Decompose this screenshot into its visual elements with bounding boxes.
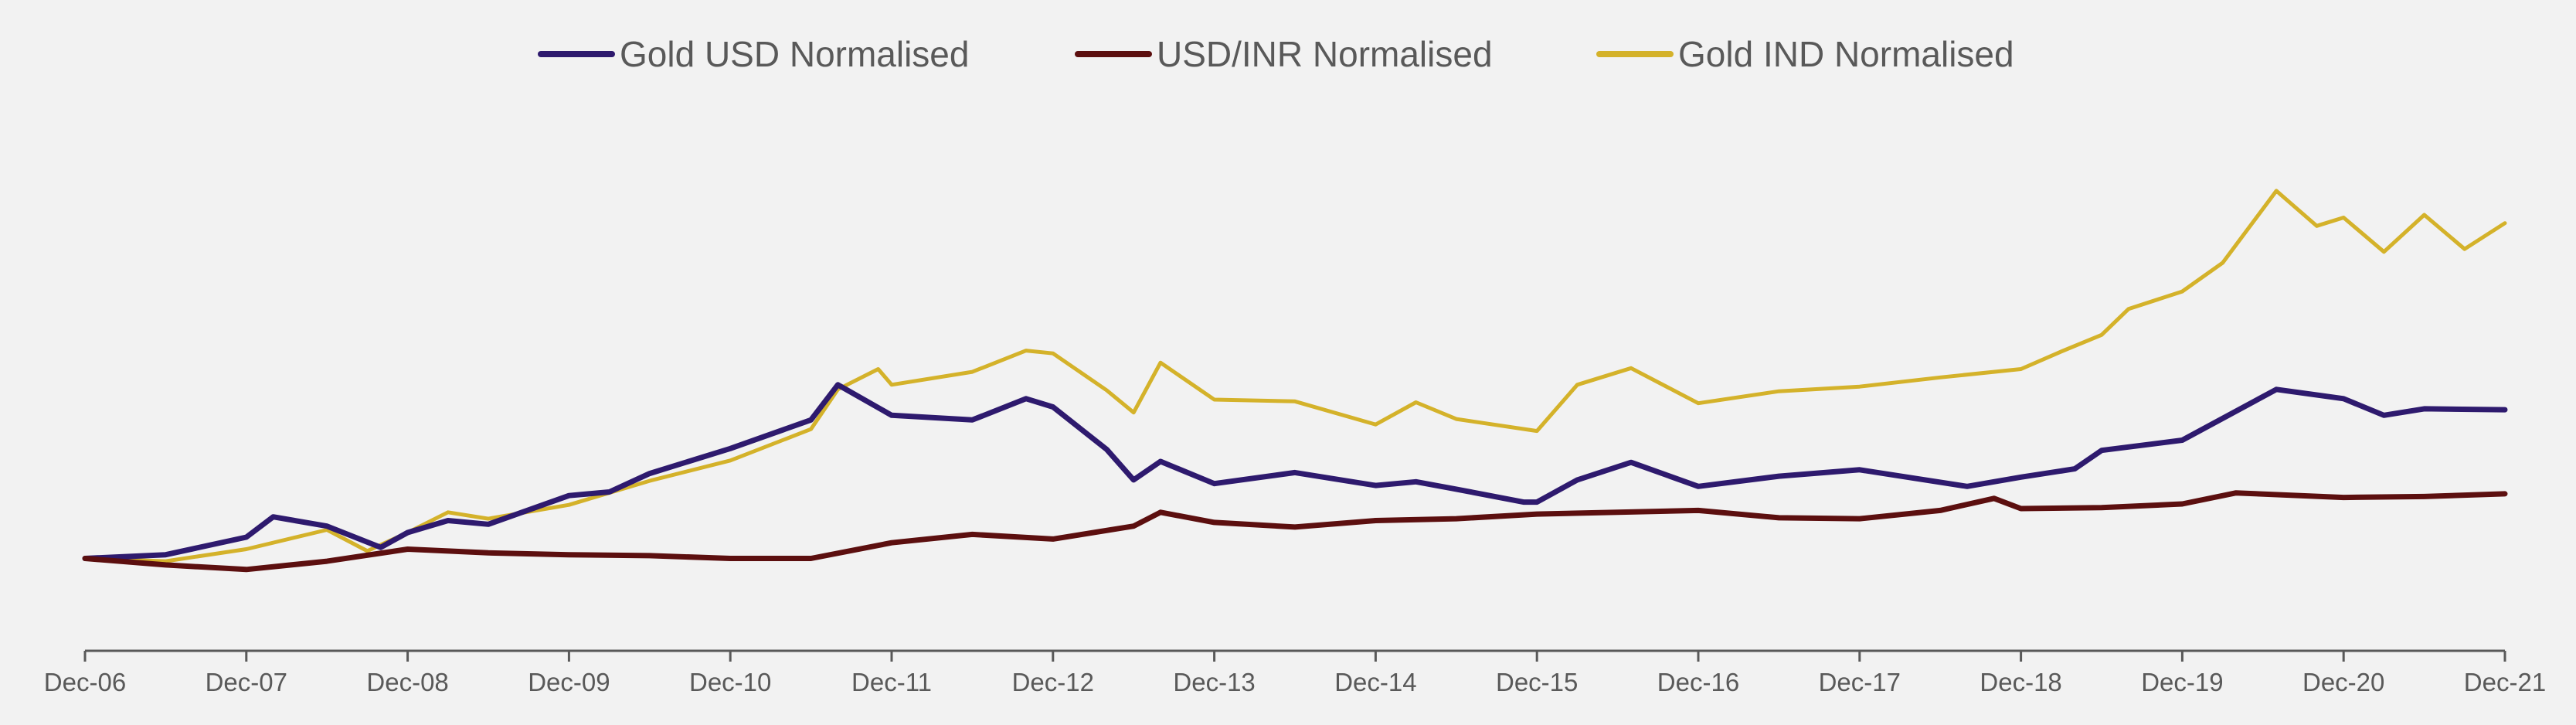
x-tick-label-dec-15: Dec-15 (1496, 668, 1578, 696)
x-axis-ticks (83, 651, 2506, 662)
x-tick-label-dec-21: Dec-21 (2464, 668, 2546, 696)
x-tick-label-dec-13: Dec-13 (1173, 668, 1255, 696)
legend-label-1: Gold USD Normalised (620, 34, 969, 74)
x-tick-label-dec-06: Dec-06 (44, 668, 126, 696)
x-tick-label-dec-14: Dec-14 (1334, 668, 1416, 696)
x-tick-label-dec-18: Dec-18 (1980, 668, 2061, 696)
x-tick-label-dec-07: Dec-07 (206, 668, 287, 696)
series-line-gold-usd-normalised (82, 382, 2508, 561)
x-tick-label-dec-19: Dec-19 (2141, 668, 2223, 696)
series-layer (82, 189, 2508, 573)
x-axis-tick-labels: Dec-06 Dec-07 Dec-08 Dec-09 Dec-10 Dec-11 Dec-… (44, 668, 2546, 696)
x-tick-label-dec-09: Dec-09 (528, 668, 610, 696)
legend-label-2: USD/INR Normalised (1157, 34, 1493, 74)
x-tick-label-dec-12: Dec-12 (1012, 668, 1094, 696)
x-tick-label-dec-16: Dec-16 (1657, 668, 1739, 696)
x-tick-label-dec-11: Dec-11 (851, 668, 932, 696)
x-tick-label-dec-08: Dec-08 (366, 668, 448, 696)
series-line-usd-inr-normalised (82, 490, 2508, 573)
legend-label-3: Gold IND Normalised (1678, 34, 2014, 74)
x-tick-label-dec-20: Dec-20 (2302, 668, 2384, 696)
legend: Gold USD Normalised USD/INR Normalised Gol… (538, 34, 2014, 74)
x-tick-label-dec-17: Dec-17 (1819, 668, 1901, 696)
x-tick-label-dec-10: Dec-10 (689, 668, 771, 696)
